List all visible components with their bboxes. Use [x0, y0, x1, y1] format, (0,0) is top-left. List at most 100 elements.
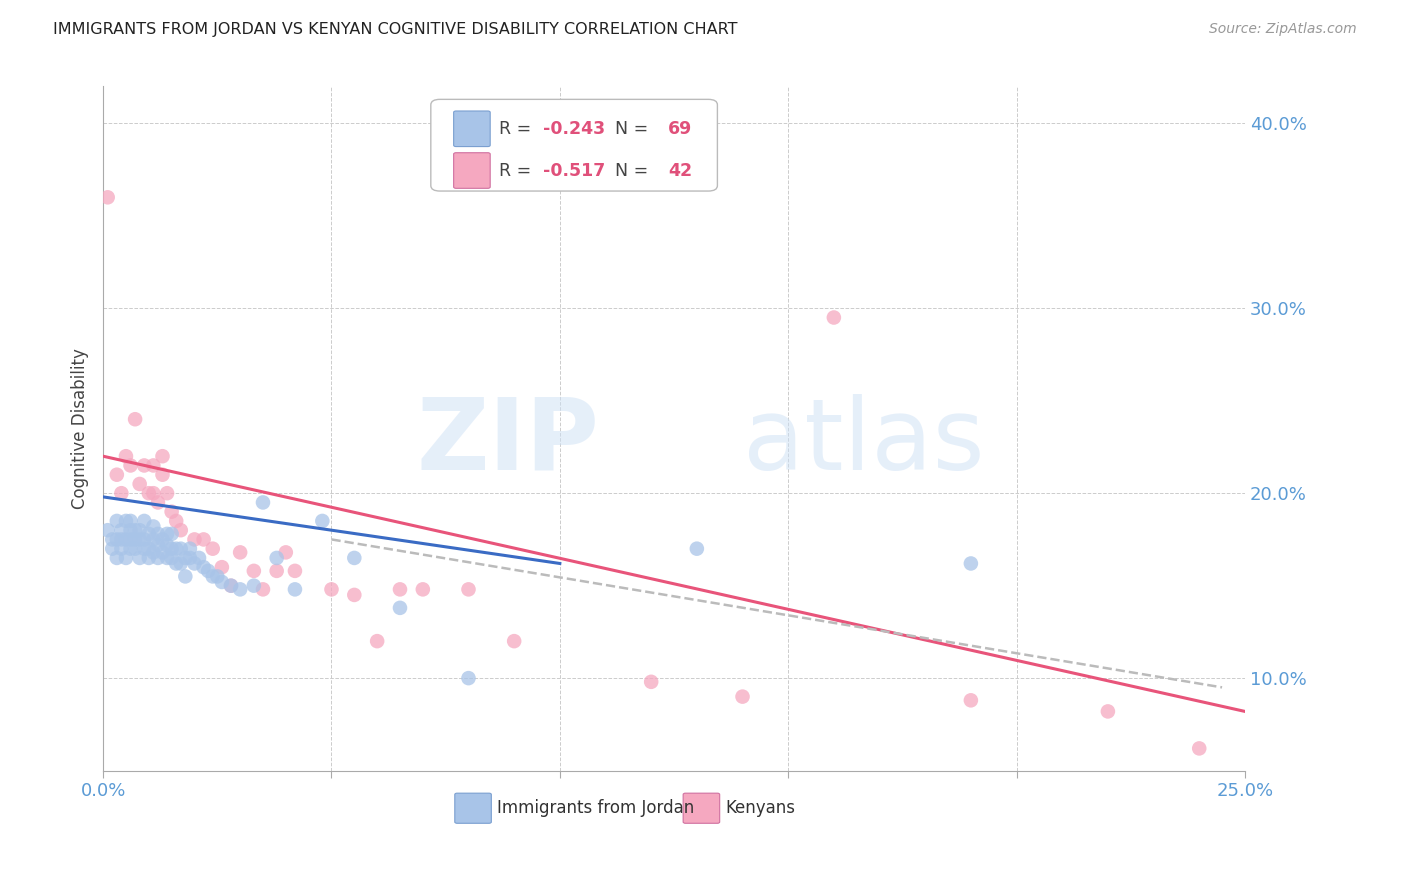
Point	[243, 579, 266, 593]
Point	[120, 523, 142, 537]
Point	[152, 545, 174, 559]
Point	[120, 458, 142, 473]
Point	[823, 310, 845, 325]
FancyBboxPatch shape	[430, 99, 717, 191]
Point	[193, 533, 215, 547]
Point	[165, 514, 187, 528]
Point	[97, 523, 120, 537]
Point	[105, 550, 128, 565]
Point	[321, 582, 343, 597]
Point	[1188, 741, 1211, 756]
Point	[134, 514, 156, 528]
Point	[156, 550, 179, 565]
Point	[124, 523, 146, 537]
Point	[115, 550, 138, 565]
Point	[115, 449, 138, 463]
Point	[388, 600, 411, 615]
Point	[457, 582, 479, 597]
Point	[142, 458, 165, 473]
Point	[138, 486, 160, 500]
FancyBboxPatch shape	[683, 793, 720, 823]
Text: -0.517: -0.517	[543, 161, 605, 179]
Text: Kenyans: Kenyans	[725, 799, 796, 817]
Point	[115, 514, 138, 528]
Point	[503, 634, 526, 648]
FancyBboxPatch shape	[454, 793, 491, 823]
Point	[179, 550, 201, 565]
Point	[160, 550, 183, 565]
Point	[197, 564, 219, 578]
Point	[284, 564, 307, 578]
Point	[97, 190, 120, 204]
Text: -0.243: -0.243	[543, 120, 605, 137]
Point	[120, 533, 142, 547]
Point	[183, 557, 205, 571]
Point	[124, 541, 146, 556]
Point	[152, 449, 174, 463]
Point	[219, 579, 242, 593]
Point	[146, 538, 169, 552]
Point	[201, 541, 224, 556]
Point	[156, 527, 179, 541]
Point	[457, 671, 479, 685]
Point	[170, 523, 193, 537]
Point	[274, 545, 297, 559]
Point	[252, 495, 274, 509]
Point	[105, 514, 128, 528]
Text: N =: N =	[605, 120, 654, 137]
Point	[105, 467, 128, 482]
Point	[960, 557, 983, 571]
Text: Immigrants from Jordan: Immigrants from Jordan	[498, 799, 695, 817]
Point	[252, 582, 274, 597]
Point	[138, 541, 160, 556]
Point	[134, 458, 156, 473]
Text: atlas: atlas	[742, 393, 984, 491]
Point	[142, 545, 165, 559]
Point	[731, 690, 754, 704]
Point	[165, 557, 187, 571]
Point	[174, 550, 197, 565]
Point	[142, 519, 165, 533]
Point	[211, 574, 233, 589]
Point	[174, 569, 197, 583]
Text: Source: ZipAtlas.com: Source: ZipAtlas.com	[1209, 22, 1357, 37]
Point	[366, 634, 388, 648]
Point	[152, 533, 174, 547]
Point	[1097, 705, 1119, 719]
Point	[640, 674, 662, 689]
Point	[156, 486, 179, 500]
Point	[201, 569, 224, 583]
Point	[128, 523, 150, 537]
Point	[160, 541, 183, 556]
Point	[165, 541, 187, 556]
FancyBboxPatch shape	[454, 153, 491, 188]
Point	[156, 538, 179, 552]
Point	[343, 588, 366, 602]
Point	[110, 523, 132, 537]
Point	[160, 527, 183, 541]
Point	[266, 564, 288, 578]
Point	[311, 514, 333, 528]
Text: 69: 69	[668, 120, 693, 137]
Point	[229, 582, 252, 597]
Point	[101, 533, 124, 547]
Point	[142, 533, 165, 547]
Point	[128, 550, 150, 565]
Point	[219, 579, 242, 593]
Point	[179, 541, 201, 556]
Point	[134, 533, 156, 547]
Point	[128, 477, 150, 491]
Point	[110, 533, 132, 547]
Y-axis label: Cognitive Disability: Cognitive Disability	[72, 348, 89, 509]
Point	[343, 550, 366, 565]
Point	[686, 541, 709, 556]
Text: ZIP: ZIP	[418, 393, 600, 491]
Point	[229, 545, 252, 559]
Point	[152, 467, 174, 482]
Point	[110, 486, 132, 500]
Text: IMMIGRANTS FROM JORDAN VS KENYAN COGNITIVE DISABILITY CORRELATION CHART: IMMIGRANTS FROM JORDAN VS KENYAN COGNITI…	[53, 22, 738, 37]
Point	[115, 533, 138, 547]
Point	[183, 533, 205, 547]
Point	[960, 693, 983, 707]
Point	[193, 560, 215, 574]
